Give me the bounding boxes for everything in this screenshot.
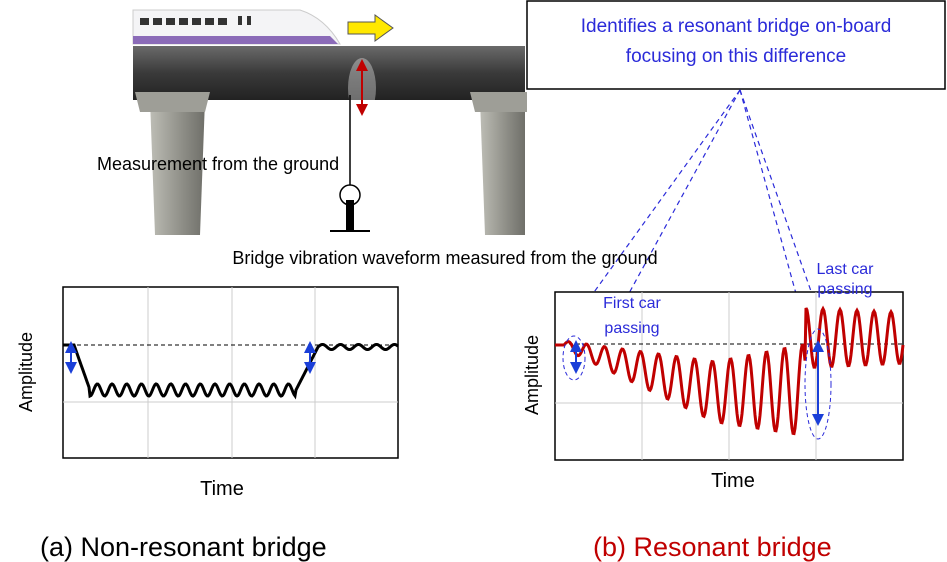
bridge-illustration xyxy=(132,9,527,235)
caption: (b) Resonant bridge xyxy=(593,532,832,562)
caption: (a) Non-resonant bridge xyxy=(40,532,327,562)
annotation: passing xyxy=(604,320,659,337)
x-axis-label: Time xyxy=(200,478,244,500)
annotation: Last car xyxy=(817,261,875,278)
callout-text: Identifies a resonant bridge on-board xyxy=(581,16,892,37)
y-axis-label: Amplitude xyxy=(16,332,36,412)
callout-box xyxy=(526,0,946,90)
right-plot xyxy=(554,291,905,461)
measurement-label: Measurement from the ground xyxy=(97,154,339,174)
callout-text: focusing on this difference xyxy=(626,46,846,67)
annotation: passing xyxy=(817,281,872,298)
left-plot xyxy=(62,286,399,459)
x-axis-label: Time xyxy=(711,470,755,492)
annotation: First car xyxy=(603,295,661,312)
y-axis-label: Amplitude xyxy=(522,335,542,415)
section-title: Bridge vibration waveform measured from … xyxy=(232,248,657,268)
